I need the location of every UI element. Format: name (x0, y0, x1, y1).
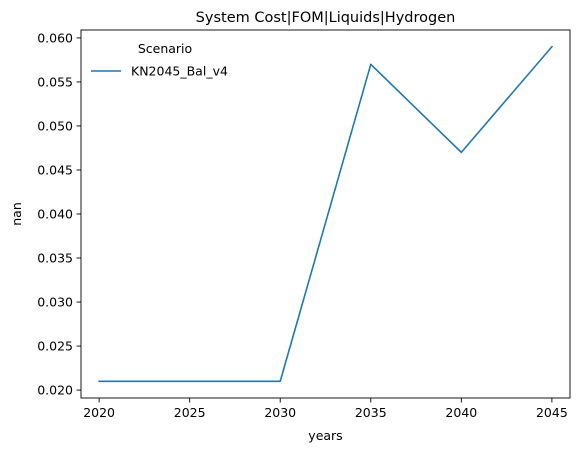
x-tick-label: 2045 (536, 405, 568, 420)
x-tick-label: 2030 (264, 405, 296, 420)
y-tick-label: 0.045 (37, 162, 73, 177)
legend-title: Scenario (138, 41, 192, 56)
x-tick-label: 2035 (355, 405, 387, 420)
x-axis-label: years (308, 428, 342, 443)
y-tick-label: 0.030 (37, 295, 73, 310)
y-axis-label: nan (9, 202, 24, 226)
x-tick-label: 2025 (174, 405, 206, 420)
x-axis: 2020 2025 2030 2035 2040 2045 (83, 398, 568, 420)
legend: Scenario KN2045_Bal_v4 (91, 41, 228, 79)
plot-area (80, 29, 571, 399)
y-tick-label: 0.055 (37, 74, 73, 89)
y-tick-label: 0.035 (37, 251, 73, 266)
y-tick-label: 0.040 (37, 207, 73, 222)
chart-title: System Cost|FOM|Liquids|Hydrogen (196, 10, 456, 26)
y-tick-label: 0.020 (37, 383, 73, 398)
x-tick-label: 2020 (83, 405, 115, 420)
x-tick-label: 2040 (445, 405, 477, 420)
legend-entry-label: KN2045_Bal_v4 (131, 64, 228, 79)
y-axis: 0.020 0.025 0.030 0.035 0.040 0.045 0.050 0.055… (37, 30, 81, 398)
y-tick-label: 0.025 (37, 339, 73, 354)
y-tick-label: 0.050 (37, 118, 73, 133)
series-line-0 (98, 45, 554, 383)
plot-frame (80, 29, 571, 399)
y-tick-label: 0.060 (37, 30, 73, 45)
